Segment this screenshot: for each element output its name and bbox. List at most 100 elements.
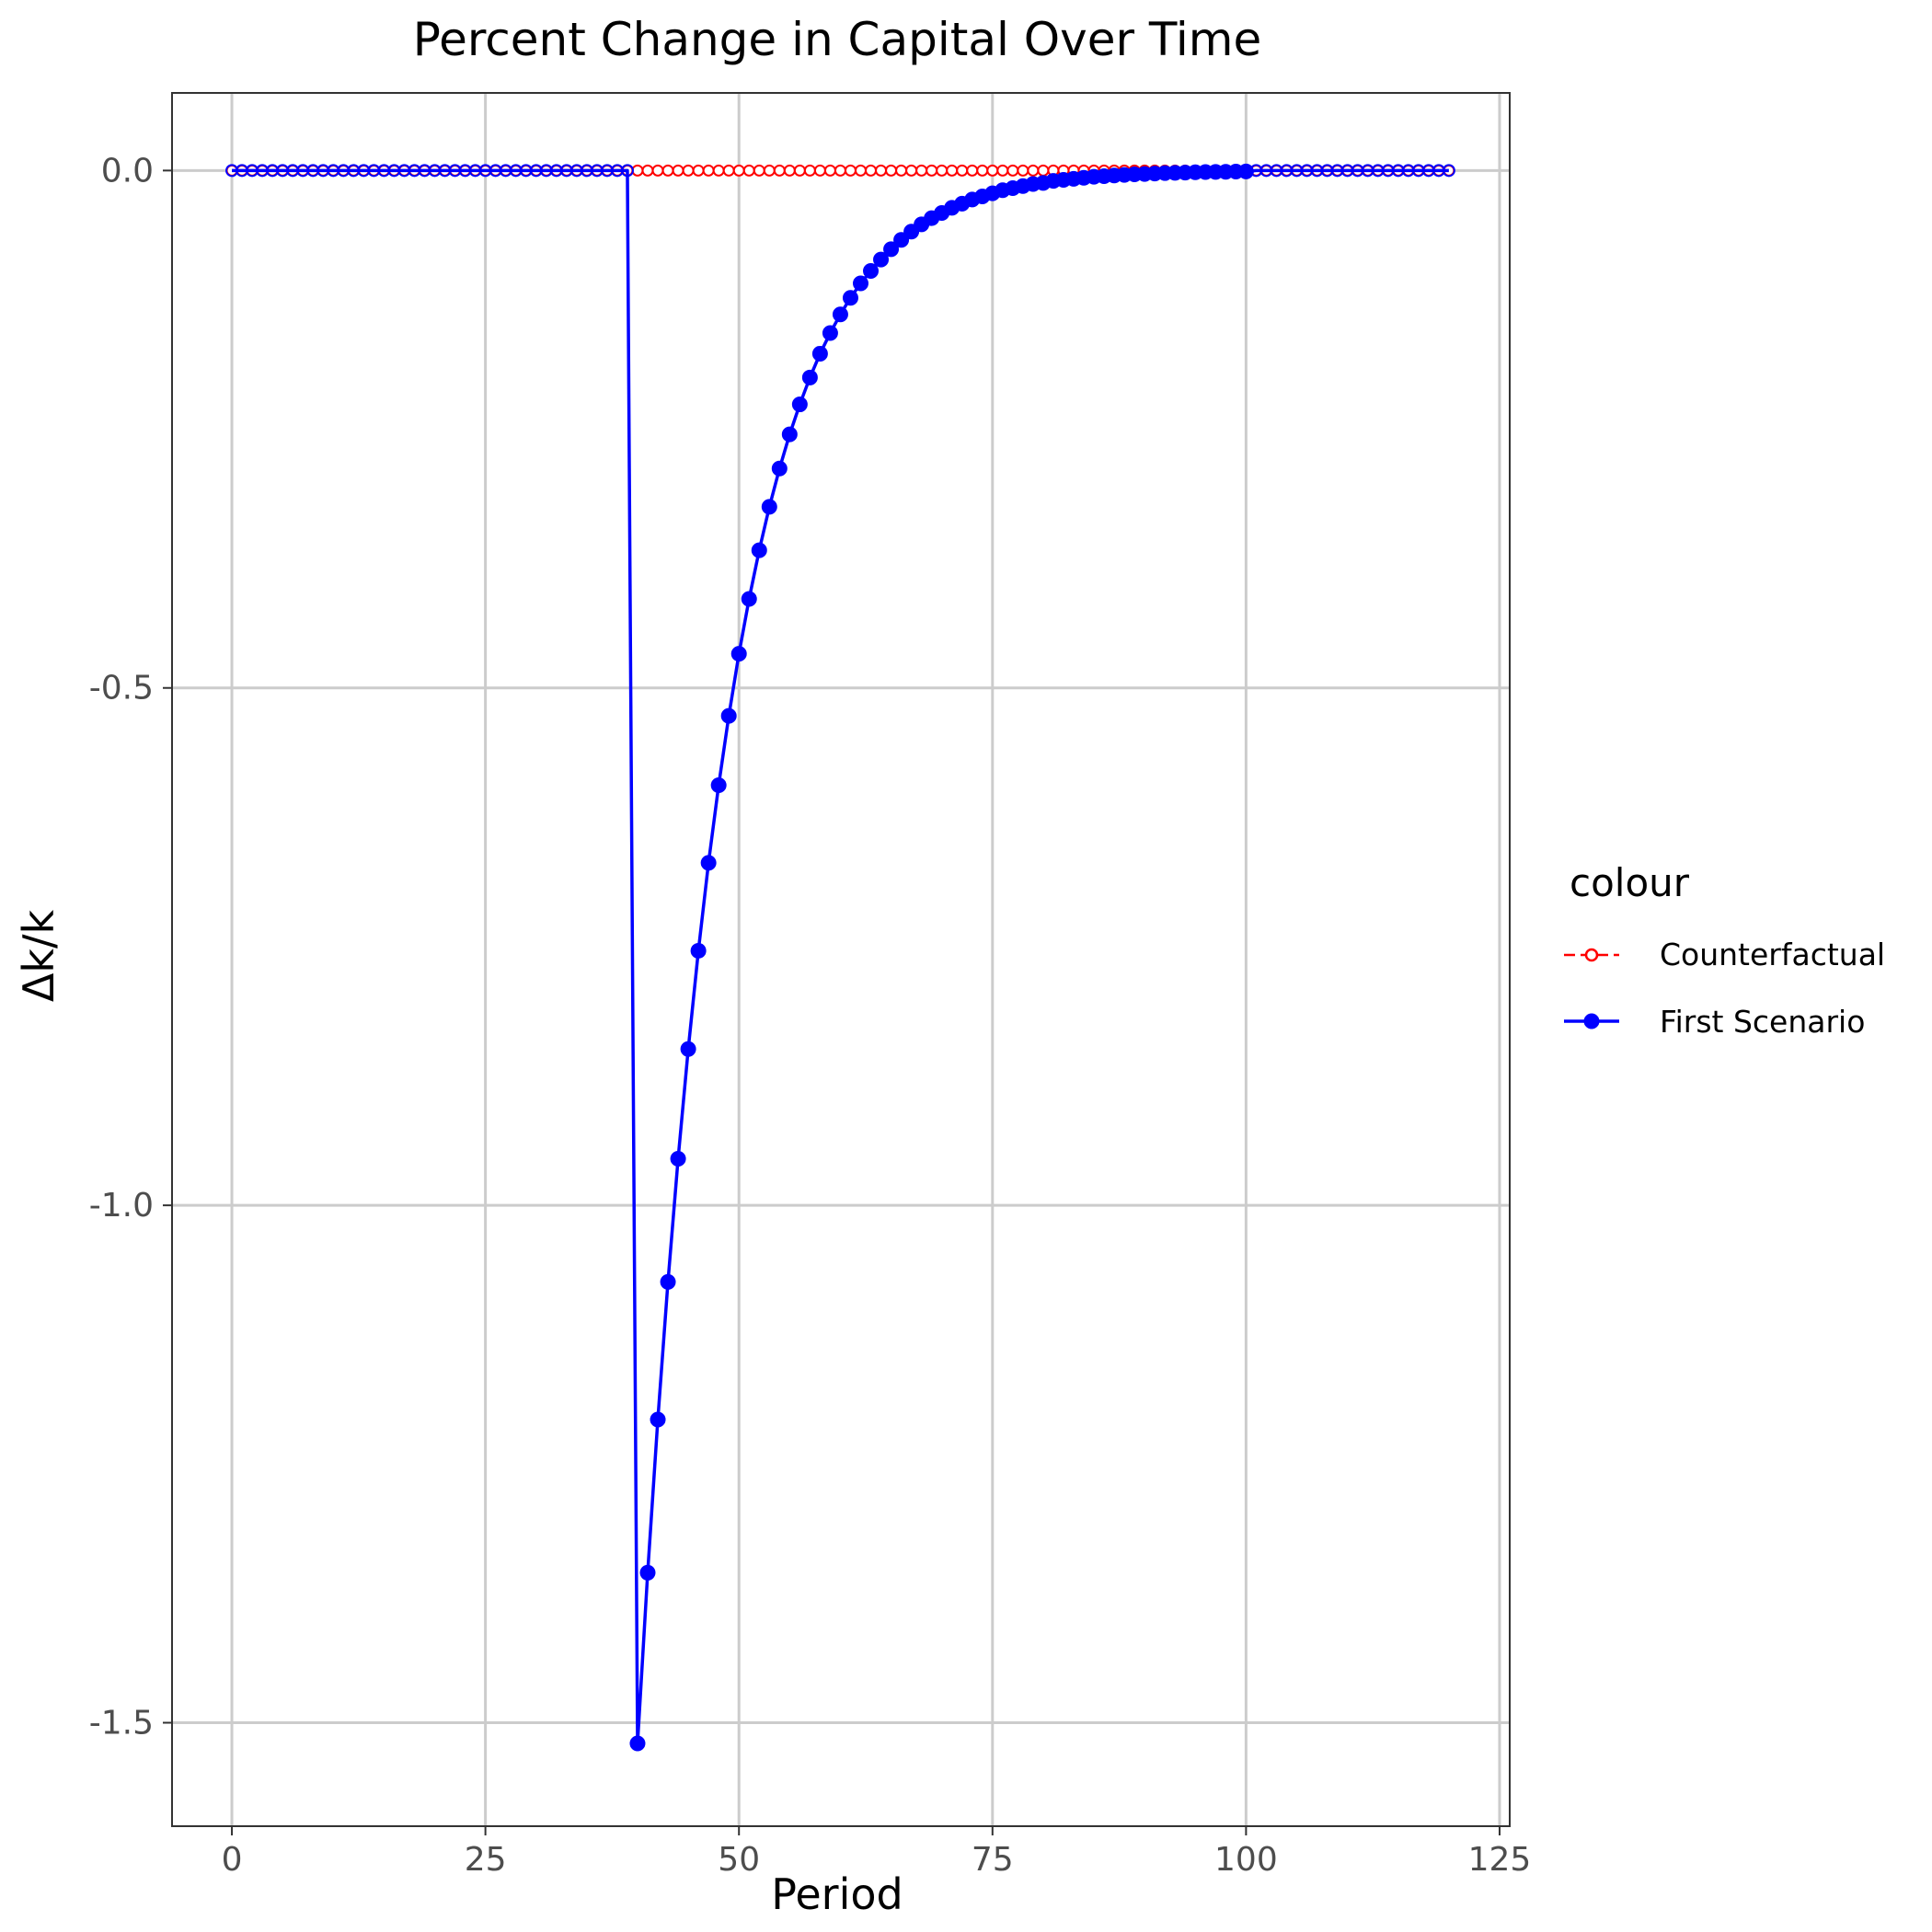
counterfactual-point	[885, 164, 898, 177]
first-scenario-point	[852, 275, 868, 292]
first-scenario-point	[842, 290, 858, 306]
counterfactual-point	[732, 164, 745, 177]
first-scenario-point	[700, 855, 717, 871]
legend-marker-counterfactual	[1584, 948, 1599, 962]
counterfactual-point	[895, 164, 908, 177]
counterfactual-point	[793, 164, 806, 177]
counterfactual-point	[976, 164, 989, 177]
y-tick-label: -1.0	[89, 1187, 154, 1225]
plot-frame	[171, 92, 1511, 1827]
counterfactual-point	[1027, 164, 1040, 177]
counterfactual-point	[712, 164, 725, 177]
x-axis: 0 25 50 75 100 125	[222, 1826, 1532, 1879]
counterfactual-point	[803, 164, 816, 177]
first-scenario-point	[690, 942, 707, 959]
counterfactual-point	[672, 164, 684, 177]
first-scenario-point	[670, 1151, 686, 1167]
counterfactual-point	[926, 164, 938, 177]
counterfactual-point	[783, 164, 796, 177]
legend-label-first-scenario: First Scenario	[1660, 1004, 1865, 1040]
counterfactual-point	[651, 164, 664, 177]
first-scenario-point	[832, 306, 848, 323]
counterfactual-point	[773, 164, 786, 177]
y-axis-title: Δk/k	[14, 910, 63, 1003]
first-scenario-point	[761, 499, 777, 515]
counterfactual-point	[1037, 164, 1050, 177]
x-tick-label: 100	[1214, 1841, 1278, 1879]
first-scenario-point	[741, 591, 757, 607]
plot-panel	[172, 93, 1510, 1826]
first-scenario-point	[751, 542, 767, 558]
counterfactual-point	[753, 164, 765, 177]
y-tick-label: -0.5	[89, 670, 154, 707]
counterfactual-point	[692, 164, 705, 177]
y-axis: 0.0 -0.5 -1.0 -1.5	[89, 152, 172, 1742]
first-scenario-point	[710, 776, 727, 793]
chart-title: Percent Change in Capital Over Time	[413, 13, 1262, 66]
first-scenario-point	[680, 1041, 696, 1057]
counterfactual-point	[641, 164, 654, 177]
first-scenario-point	[660, 1273, 676, 1290]
first-scenario-point	[650, 1411, 666, 1428]
first-scenario-point	[811, 345, 828, 362]
counterfactual-point	[946, 164, 959, 177]
counterfactual-point	[854, 164, 867, 177]
first-scenario-point	[873, 251, 890, 268]
counterfactual-point	[966, 164, 979, 177]
counterfactual-point	[834, 164, 846, 177]
x-tick-label: 0	[222, 1841, 243, 1879]
first-scenario-point	[863, 262, 880, 279]
first-scenario-point	[822, 325, 838, 341]
first-scenario-point	[730, 646, 747, 662]
first-scenario-point	[781, 426, 798, 443]
first-scenario-point	[1442, 164, 1455, 178]
legend-label-counterfactual: Counterfactual	[1660, 937, 1885, 972]
first-scenario-point	[620, 164, 634, 178]
counterfactual-point	[823, 164, 836, 177]
x-tick-label: 125	[1468, 1841, 1532, 1879]
first-scenario-point	[883, 241, 900, 258]
counterfactual-point	[996, 164, 1009, 177]
counterfactual-point	[661, 164, 674, 177]
counterfactual-point	[722, 164, 735, 177]
counterfactual-point	[1017, 164, 1029, 177]
legend-key-counterfactual	[1564, 948, 1619, 962]
first-scenario-point	[1237, 163, 1254, 179]
counterfactual-point	[865, 164, 878, 177]
first-scenario-point	[801, 369, 818, 385]
first-scenario-point	[629, 1735, 646, 1752]
plot-background	[172, 93, 1510, 1826]
counterfactual-point	[813, 164, 826, 177]
x-tick-label: 50	[718, 1841, 760, 1879]
counterfactual-point	[875, 164, 888, 177]
first-scenario-point	[639, 1564, 656, 1581]
first-scenario-point	[720, 707, 737, 724]
y-tick-label: -1.5	[89, 1705, 154, 1742]
legend-title: colour	[1570, 860, 1690, 905]
legend-marker-first-scenario	[1583, 1013, 1600, 1029]
first-scenario-point	[771, 460, 788, 477]
counterfactual-point	[763, 164, 776, 177]
legend: colour Counterfactual First Scenario	[1564, 860, 1885, 1040]
counterfactual-point	[682, 164, 695, 177]
counterfactual-point	[936, 164, 949, 177]
x-axis-title: Period	[771, 1869, 903, 1919]
counterfactual-point	[905, 164, 918, 177]
counterfactual-point	[702, 164, 715, 177]
counterfactual-point	[1006, 164, 1019, 177]
plot-border	[171, 92, 1511, 1827]
counterfactual-point	[844, 164, 857, 177]
counterfactual-point	[986, 164, 999, 177]
series-first-scenario	[225, 163, 1455, 1752]
first-scenario-point	[791, 397, 808, 413]
first-scenario-point	[893, 232, 910, 248]
counterfactual-point	[915, 164, 928, 177]
legend-key-first-scenario	[1564, 1013, 1619, 1029]
x-tick-label: 75	[972, 1841, 1014, 1879]
y-tick-label: 0.0	[101, 152, 154, 190]
counterfactual-point	[956, 164, 969, 177]
counterfactual-point	[631, 164, 644, 177]
counterfactual-point	[742, 164, 755, 177]
x-tick-label: 25	[465, 1841, 507, 1879]
